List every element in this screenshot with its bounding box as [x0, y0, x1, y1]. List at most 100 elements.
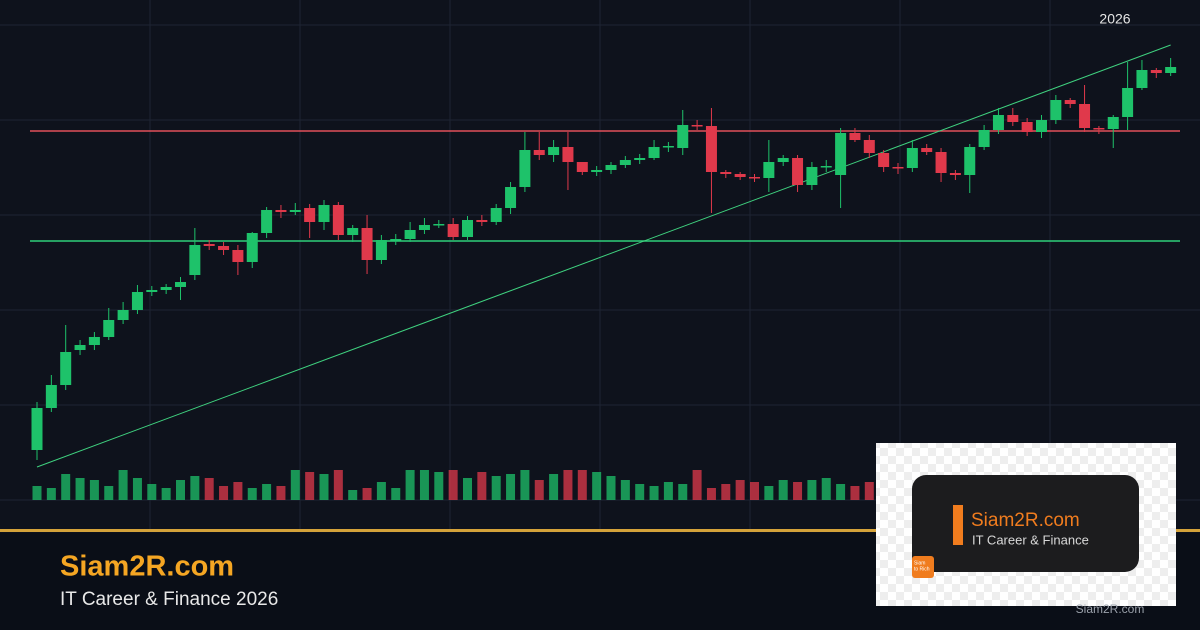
- candle-body: [705, 126, 717, 172]
- volume-bar: [161, 488, 171, 500]
- candle-body: [1050, 100, 1062, 120]
- volume-bar: [491, 476, 501, 500]
- candle-body: [662, 146, 674, 148]
- trend-line: [36, 44, 1171, 468]
- candle-body: [591, 170, 603, 172]
- candle-body: [375, 240, 387, 260]
- candle-body: [720, 172, 732, 174]
- volume-bar: [506, 474, 516, 500]
- candle-body: [605, 165, 617, 170]
- year-label: 2026: [1099, 11, 1130, 27]
- candle-body: [1150, 70, 1162, 73]
- candle-body: [777, 158, 789, 162]
- volume-bar: [864, 482, 874, 500]
- volume-bar: [362, 488, 372, 500]
- candle-body: [949, 173, 961, 175]
- candle-body: [548, 147, 560, 155]
- volume-bar: [104, 486, 114, 500]
- candle-body: [1165, 67, 1177, 73]
- volume-bar: [520, 470, 530, 500]
- volume-bar: [620, 480, 630, 500]
- volume-bar: [419, 470, 429, 500]
- candle-body: [978, 130, 990, 147]
- candle-body: [289, 210, 301, 212]
- candle-body: [734, 174, 746, 177]
- candle-body: [1036, 120, 1047, 132]
- candle-body: [648, 147, 660, 158]
- volume-bar: [477, 472, 487, 500]
- volume-bar: [663, 482, 673, 500]
- logo-badge-text: to Rich: [914, 566, 930, 572]
- candle-body: [88, 337, 100, 345]
- volume-bar: [463, 478, 472, 500]
- candle-body: [447, 224, 459, 237]
- volume-bar: [549, 474, 559, 500]
- volume-bar: [692, 470, 702, 500]
- volume-bar: [706, 488, 716, 500]
- volume-bar: [147, 484, 157, 500]
- candle-body: [218, 246, 230, 250]
- volume-bar: [118, 470, 128, 500]
- candle-body: [390, 239, 402, 241]
- candle-body: [533, 150, 545, 155]
- candle-body: [490, 208, 502, 222]
- candle-body: [878, 153, 890, 167]
- volume-bar: [290, 470, 300, 500]
- candle-body: [361, 228, 373, 260]
- candle-body: [433, 224, 445, 226]
- volume-bar: [176, 480, 185, 500]
- volume-bar: [190, 476, 200, 500]
- volume-bar: [448, 470, 458, 500]
- volume-bar: [778, 480, 788, 500]
- logo-badge-text: Siam: [914, 560, 925, 566]
- candle-body: [318, 205, 330, 222]
- candle-body: [60, 352, 72, 385]
- candle-body: [1021, 122, 1033, 132]
- candle-body: [304, 208, 316, 222]
- candle-body: [246, 233, 258, 262]
- candle-body: [892, 167, 904, 169]
- volume-bar: [89, 480, 99, 500]
- volume-bar: [807, 480, 817, 500]
- watermark: Siam2R.com: [1076, 602, 1145, 616]
- volume-bar: [233, 482, 243, 500]
- candle-body: [835, 133, 847, 175]
- volume-bar: [391, 488, 401, 500]
- candle-body: [820, 166, 832, 168]
- candle-body: [1136, 70, 1148, 88]
- candle-body: [1064, 100, 1076, 104]
- candle-body: [1107, 117, 1119, 129]
- candle-body: [160, 287, 172, 290]
- volume-bar: [132, 478, 142, 500]
- volume-bar: [305, 472, 315, 500]
- candle-body: [1079, 104, 1091, 128]
- volume-bar: [32, 486, 42, 500]
- volume-bar: [276, 486, 286, 500]
- candle-body: [232, 250, 244, 262]
- volume-bar: [75, 478, 85, 500]
- candle-body: [863, 140, 875, 153]
- logo-tagline: IT Career & Finance: [972, 532, 1089, 547]
- candle-body: [691, 125, 703, 127]
- volume-bar: [319, 474, 329, 500]
- candle-body: [261, 210, 273, 233]
- candle-body: [562, 147, 574, 162]
- volume-bar: [821, 478, 831, 500]
- candle-body: [404, 230, 416, 239]
- volume-bar: [247, 488, 257, 500]
- volume-bar: [750, 482, 759, 500]
- candle-body: [634, 158, 646, 160]
- candle-body: [203, 244, 215, 246]
- candle-body: [763, 162, 775, 178]
- volume-bar: [836, 484, 846, 500]
- logo-badge: [912, 556, 934, 578]
- volume-bar: [204, 478, 214, 500]
- volume-bar: [434, 472, 444, 500]
- volume-bar: [333, 470, 343, 500]
- candle-body: [31, 408, 43, 450]
- candle-body: [792, 158, 804, 185]
- footer-tagline: IT Career & Finance 2026: [60, 589, 278, 610]
- volume-bar: [376, 482, 386, 500]
- candle-body: [476, 220, 488, 222]
